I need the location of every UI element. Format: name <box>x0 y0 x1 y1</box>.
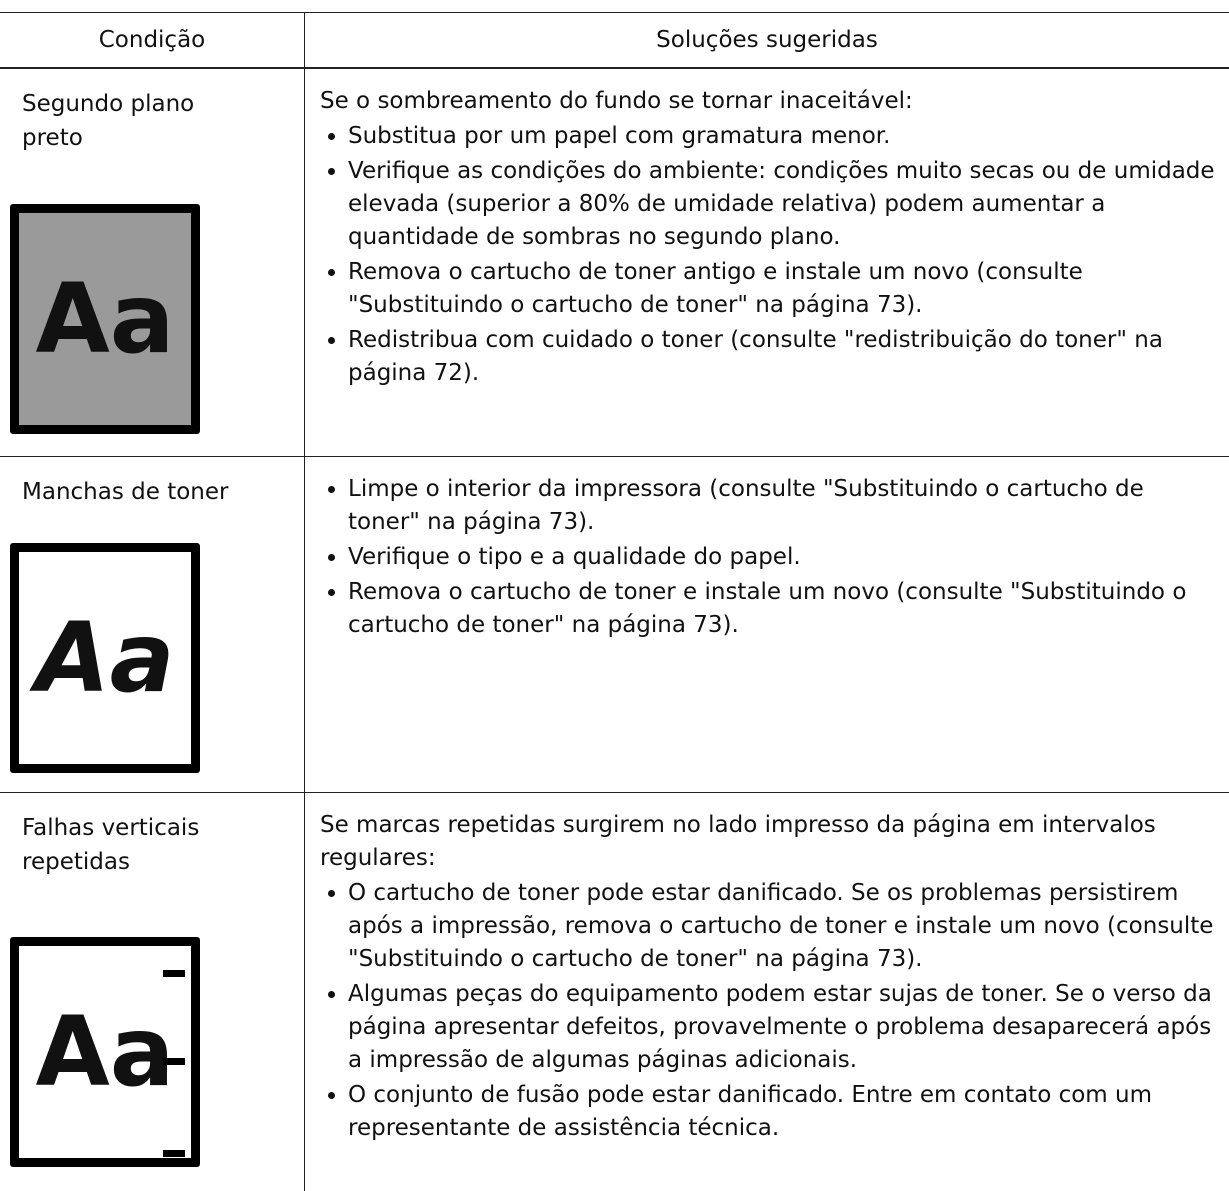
table-row: Falhas verticais repetidas Aa Se marcas rep… <box>0 793 1229 1191</box>
solution-item: Verifique o tipo e a qualidade do papel. <box>348 541 1220 574</box>
solution-list: Limpe o interior da impressora (consulte… <box>320 473 1220 642</box>
condition-line: Manchas de toner <box>22 479 229 505</box>
solution-list: Substitua por um papel com gramatura men… <box>320 120 1220 390</box>
condition: Falhas verticais repetidas <box>22 811 292 879</box>
column-header: Condição <box>98 27 206 53</box>
table-row: Segundo plano preto Aa Se o sombreamento do… <box>0 69 1229 456</box>
defect-mark <box>163 1058 185 1065</box>
table-row: Manchas de toner Aa Limpe o interior da im… <box>0 457 1229 792</box>
illustration: Aa <box>10 204 200 434</box>
condition-line: Segundo plano <box>22 91 195 117</box>
solution-list: O cartucho de toner pode estar danificad… <box>320 877 1220 1145</box>
defect-mark <box>163 970 185 977</box>
solution-item: Algumas peças do equipamento podem estar… <box>348 978 1220 1077</box>
condition-line: repetidas <box>22 849 130 875</box>
solutions: Se marcas repetidas surgirem no lado imp… <box>320 809 1220 1147</box>
solution-item: Limpe o interior da impressora (consulte… <box>348 473 1220 539</box>
row-border <box>0 792 1229 793</box>
column-header: Soluções sugeridas <box>656 27 878 53</box>
solutions: Se o sombreamento do fundo se tornar ina… <box>320 85 1220 392</box>
table-top-border <box>0 12 1229 13</box>
solution-item: Substitua por um papel com gramatura men… <box>348 120 1220 153</box>
solution-item: O conjunto de fusão pode estar danificad… <box>348 1079 1220 1145</box>
condition-line: preto <box>22 125 83 151</box>
illustration: Aa <box>10 543 200 773</box>
condition: Manchas de toner <box>22 475 292 509</box>
solution-intro: Se o sombreamento do fundo se tornar ina… <box>320 88 913 114</box>
solution-item: Redistribua com cuidado o toner (consult… <box>348 324 1220 390</box>
column-border <box>304 12 305 1191</box>
condition: Segundo plano preto <box>22 87 292 155</box>
defect-mark <box>163 1150 185 1157</box>
solution-item: O cartucho de toner pode estar danificad… <box>348 877 1220 976</box>
row-border <box>0 456 1229 457</box>
header-border <box>0 67 1229 69</box>
solution-item: Remova o cartucho de toner e instale um … <box>348 576 1220 642</box>
solutions: Limpe o interior da impressora (consulte… <box>320 473 1220 644</box>
illustration: Aa <box>10 937 200 1167</box>
condition-line: Falhas verticais <box>22 815 200 841</box>
solution-item: Remova o cartucho de toner antigo e inst… <box>348 256 1220 322</box>
solution-intro: Se marcas repetidas surgirem no lado imp… <box>320 812 1156 871</box>
solution-item: Verifique as condições do ambiente: cond… <box>348 155 1220 254</box>
